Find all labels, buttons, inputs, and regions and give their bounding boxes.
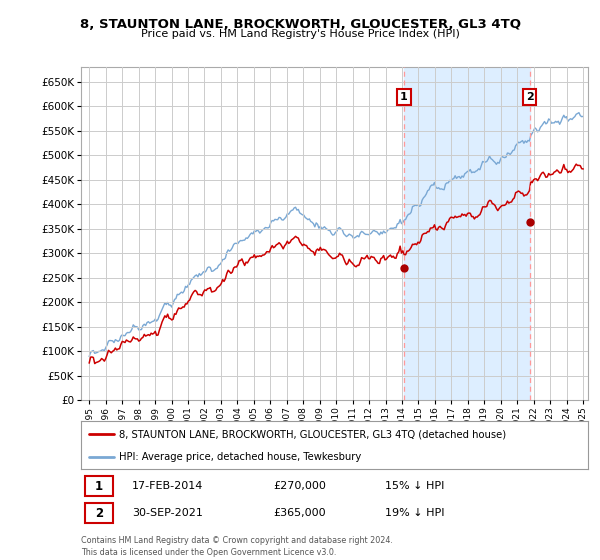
FancyBboxPatch shape: [85, 503, 113, 524]
FancyBboxPatch shape: [85, 476, 113, 497]
Bar: [404, 67, 530, 400]
Text: £270,000: £270,000: [274, 482, 326, 491]
Text: 30-SEP-2021: 30-SEP-2021: [132, 508, 203, 518]
Text: 17-FEB-2014: 17-FEB-2014: [132, 482, 203, 491]
Text: HPI: Average price, detached house, Tewkesbury: HPI: Average price, detached house, Tewk…: [119, 452, 361, 462]
Text: 8, STAUNTON LANE, BROCKWORTH, GLOUCESTER, GL3 4TQ (detached house): 8, STAUNTON LANE, BROCKWORTH, GLOUCESTER…: [119, 430, 506, 440]
Text: 8, STAUNTON LANE, BROCKWORTH, GLOUCESTER, GL3 4TQ: 8, STAUNTON LANE, BROCKWORTH, GLOUCESTER…: [79, 18, 521, 31]
Text: 2: 2: [526, 92, 533, 102]
Text: 2: 2: [95, 507, 103, 520]
Text: Price paid vs. HM Land Registry's House Price Index (HPI): Price paid vs. HM Land Registry's House …: [140, 29, 460, 39]
Text: 19% ↓ HPI: 19% ↓ HPI: [385, 508, 445, 518]
Text: 1: 1: [95, 480, 103, 493]
Text: 1: 1: [400, 92, 408, 102]
Text: Contains HM Land Registry data © Crown copyright and database right 2024.
This d: Contains HM Land Registry data © Crown c…: [81, 536, 393, 557]
Text: 15% ↓ HPI: 15% ↓ HPI: [385, 482, 445, 491]
Text: £365,000: £365,000: [274, 508, 326, 518]
